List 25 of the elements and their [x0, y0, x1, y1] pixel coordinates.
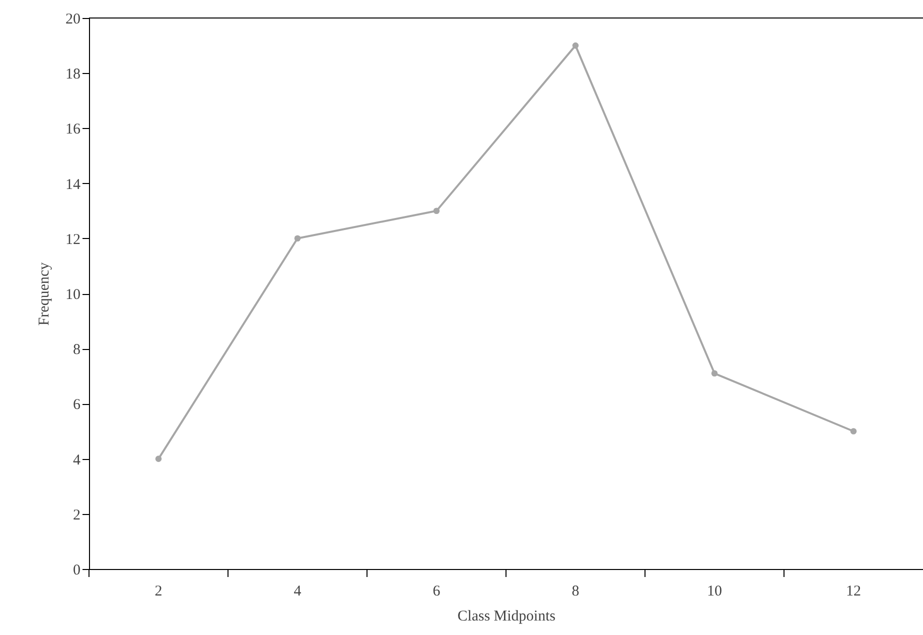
- x-tick-label: 2: [154, 584, 162, 600]
- x-tick-label: 10: [707, 584, 722, 600]
- y-tick-label: 16: [66, 122, 81, 138]
- point: [850, 428, 857, 434]
- y-tick-label: 6: [73, 397, 81, 414]
- y-tick-label: 20: [66, 12, 80, 28]
- point: [433, 208, 440, 214]
- x-tick-label: 8: [572, 584, 580, 600]
- y-tick-label: 0: [73, 562, 80, 578]
- point: [294, 235, 301, 242]
- x-tick-label: 4: [294, 584, 302, 600]
- x-tick-label: 12: [846, 584, 861, 600]
- y-tick-label: 4: [73, 452, 81, 468]
- point: [711, 370, 718, 377]
- point: [155, 456, 162, 462]
- y-tick-label: 12: [66, 232, 80, 248]
- y-tick-label: 14: [66, 176, 81, 193]
- y-axis-title: Frequency: [36, 262, 52, 326]
- y-tick-label: 8: [73, 342, 80, 358]
- point: [572, 42, 579, 49]
- y-tick-label: 2: [73, 507, 80, 524]
- x-axis-title: Class Midpoints: [458, 608, 556, 624]
- x-tick-label: 6: [432, 584, 441, 600]
- y-tick-label: 10: [66, 287, 80, 303]
- y-tick-label: 18: [66, 66, 80, 83]
